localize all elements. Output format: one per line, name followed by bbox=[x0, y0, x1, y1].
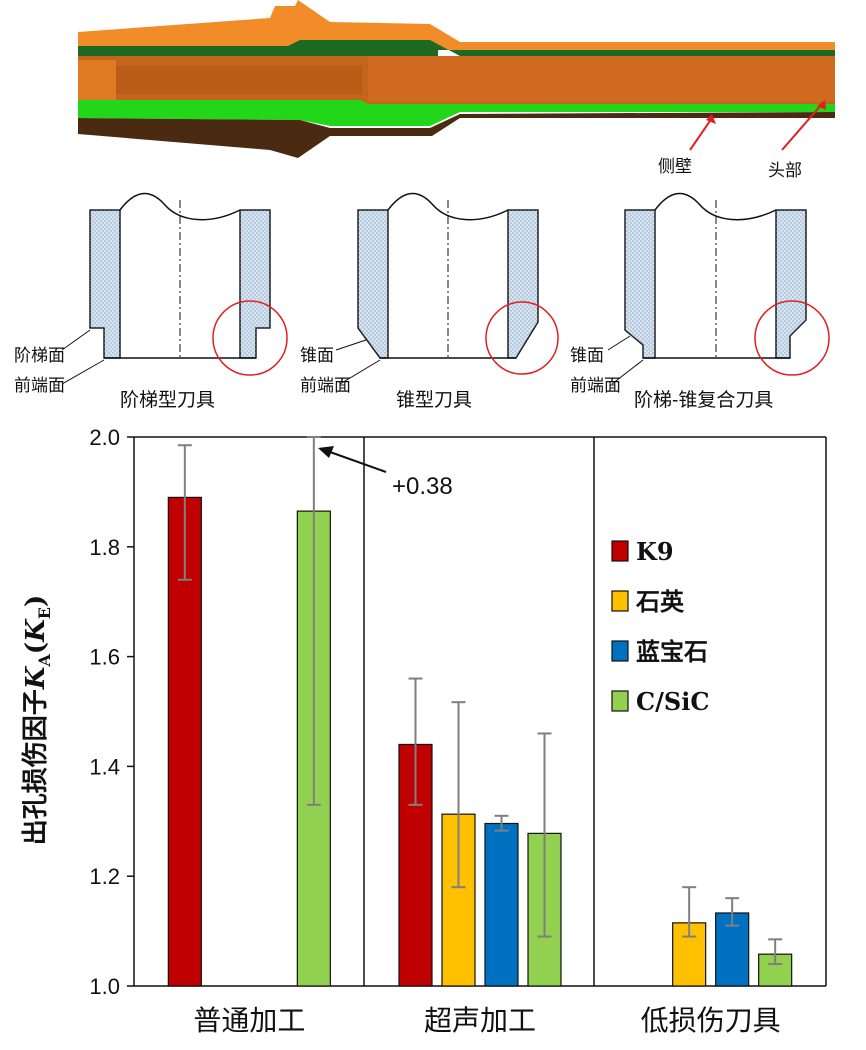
y-tick-label: 2.0 bbox=[89, 425, 120, 450]
x-category-label: 低损伤刀具 bbox=[641, 1004, 781, 1037]
profile-2-label-2: 前端面 bbox=[300, 376, 351, 396]
y-axis-label-k: K bbox=[21, 665, 51, 690]
bar-3-2 bbox=[484, 822, 519, 987]
legend-label: 石英 bbox=[635, 587, 685, 616]
tool-shell-top bbox=[78, 0, 835, 50]
y-axis-label-paren-open: ( bbox=[21, 642, 51, 654]
profile-3-label-1: 锥面 bbox=[570, 346, 604, 366]
y-axis-label-paren-close: ) bbox=[21, 595, 51, 607]
y-axis-label-sub-a: A bbox=[35, 654, 54, 668]
profile-1-label-1: 阶梯面 bbox=[14, 346, 65, 366]
profile-1-caption: 阶梯型刀具 bbox=[120, 389, 215, 411]
y-tick-label: 1.4 bbox=[89, 754, 120, 779]
y-ticks: 1.0 1.2 1.4 1.6 1.8 2.0 bbox=[89, 425, 134, 999]
profile-3-label-2: 前端面 bbox=[570, 376, 621, 396]
y-axis-label-sub-e: E bbox=[35, 607, 54, 619]
tool-green-bottom bbox=[78, 100, 835, 126]
bar-chart: 1.0 1.2 1.4 1.6 1.8 2.0 普通加工 超声加工 低损伤刀具 +0.38 出… bbox=[21, 425, 827, 1037]
bars bbox=[167, 436, 793, 987]
y-axis-label-text: 出孔损伤因子 bbox=[21, 689, 51, 845]
profile-3-caption: 阶梯-锥复合刀具 bbox=[634, 389, 773, 411]
profile-2-caption: 锥型刀具 bbox=[396, 389, 472, 411]
annotation-arrow bbox=[329, 451, 387, 473]
profile-step-cone-tool: 锥面 前端面 阶梯-锥复合刀具 bbox=[570, 192, 830, 411]
y-tick-label: 1.0 bbox=[89, 974, 120, 999]
legend-swatch bbox=[611, 690, 629, 712]
y-axis-label: 出孔损伤因子KA(KE) bbox=[21, 595, 54, 845]
legend-swatch bbox=[611, 640, 629, 662]
annotation-arrowhead bbox=[318, 446, 334, 458]
tool-shell-bottom bbox=[78, 112, 835, 158]
label-side-wall: 侧壁 bbox=[658, 157, 692, 177]
label-head: 头部 bbox=[768, 161, 802, 181]
y-tick-label: 1.6 bbox=[89, 645, 120, 670]
legend-label: K9 bbox=[636, 537, 674, 566]
x-categories: 普通加工 超声加工 低损伤刀具 bbox=[193, 1004, 780, 1037]
y-axis-label-ke: K bbox=[21, 618, 51, 643]
x-category-label: 普通加工 bbox=[193, 1004, 305, 1037]
profile-cone-tool: 锥面 前端面 锥型刀具 bbox=[300, 192, 559, 411]
tool-cross-section: 侧壁 头部 bbox=[78, 0, 835, 181]
bar-1-2 bbox=[398, 743, 433, 987]
legend-swatch bbox=[611, 590, 629, 612]
profile-step-tool: 阶梯面 前端面 阶梯型刀具 bbox=[14, 192, 288, 411]
annotation-text: +0.38 bbox=[392, 473, 453, 500]
tool-green-top bbox=[78, 40, 835, 56]
profile-1-label-2: 前端面 bbox=[14, 376, 65, 396]
legend-label: C/SiC bbox=[636, 687, 709, 716]
legend-label: 蓝宝石 bbox=[636, 637, 708, 666]
y-tick-label: 1.2 bbox=[89, 864, 120, 889]
profile-2-label-1: 锥面 bbox=[300, 346, 334, 366]
x-category-label: 超声加工 bbox=[424, 1004, 536, 1037]
y-tick-label: 1.8 bbox=[89, 535, 120, 560]
legend-swatch bbox=[611, 540, 629, 562]
